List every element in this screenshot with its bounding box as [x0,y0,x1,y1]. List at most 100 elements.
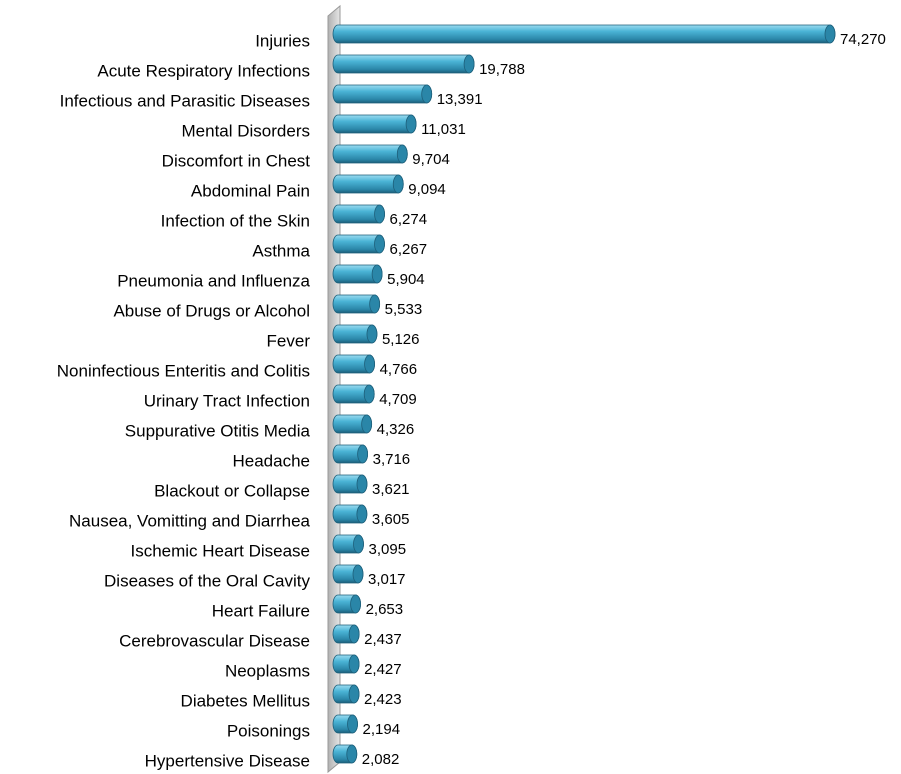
bar [332,714,358,734]
value-label: 2,437 [364,631,402,648]
category-label: Injuries [255,31,310,50]
bar-part [332,84,433,104]
category-label: Urinary Tract Infection [144,391,310,410]
bar [332,204,385,224]
bar [332,114,417,134]
bar-part [364,354,375,374]
bar-part [348,654,360,674]
category-label: Asthma [252,241,310,260]
bar-part [366,324,378,344]
bar-part [356,474,368,494]
value-label: 19,788 [479,61,525,78]
category-label: Infectious and Parasitic Diseases [60,91,310,110]
value-label: 5,126 [382,331,420,348]
bar [332,684,360,704]
category-label: Abuse of Drugs or Alcohol [113,301,310,320]
value-label: 6,267 [390,241,428,258]
bar [332,444,369,464]
category-label: Discomfort in Chest [162,151,311,170]
bar-part [374,204,385,224]
bar-part [371,264,383,284]
value-label: 4,766 [380,361,418,378]
bar [332,24,836,44]
category-label: Suppurative Otitis Media [125,421,311,440]
category-label: Nausea, Vomitting and Diarrhea [69,511,311,530]
value-label: 13,391 [437,91,483,108]
bar [332,264,383,284]
category-label: Pneumonia and Influenza [117,271,310,290]
bar-part [332,24,836,44]
bar-part [463,54,475,74]
category-label: Ischemic Heart Disease [130,541,310,560]
category-label: Diseases of the Oral Cavity [104,571,310,590]
bar [332,534,364,554]
value-label: 3,605 [372,511,410,528]
value-label: 2,423 [364,691,402,708]
bar-part [374,234,385,254]
bar [332,504,368,524]
value-label: 5,904 [387,271,425,288]
category-label: Cerebrovascular Disease [119,631,310,650]
value-label: 9,704 [412,151,450,168]
category-label: Fever [267,331,311,350]
bar [332,234,385,254]
value-label: 2,427 [364,661,402,678]
bar-part [421,84,433,104]
value-label: 74,270 [840,31,886,48]
bar [332,324,378,344]
category-label: Mental Disorders [182,121,311,140]
value-label: 2,653 [366,601,404,618]
bar-part [405,114,417,134]
bar [332,144,408,164]
value-label: 2,194 [363,721,401,738]
bar [332,354,375,374]
bar [332,564,364,584]
category-label: Neoplasms [225,661,310,680]
category-label: Diabetes Mellitus [181,691,310,710]
category-label: Hypertensive Disease [145,751,310,770]
value-label: 4,326 [377,421,415,438]
bar-part [346,744,358,764]
bar-part [369,294,381,314]
category-label: Infection of the Skin [161,211,310,230]
bar [332,54,475,74]
bar [332,744,358,764]
bar [332,174,404,194]
value-label: 5,533 [385,301,423,318]
bar [332,384,375,404]
bar-part [356,504,368,524]
category-label: Abdominal Pain [191,181,310,200]
bar-part [824,24,836,44]
bar-part [363,384,375,404]
value-label: 6,274 [390,211,428,228]
bar-part [332,174,404,194]
value-label: 9,094 [408,181,446,198]
bar-part [361,414,373,434]
bar [332,294,381,314]
category-label: Blackout or Collapse [154,481,310,500]
value-label: 2,082 [362,751,400,768]
bar [332,654,360,674]
value-label: 3,017 [368,571,406,588]
bar [332,624,360,644]
bar-part [350,594,361,614]
value-label: 11,031 [421,121,466,138]
bar-part [357,444,369,464]
bar-part [392,174,404,194]
value-label: 4,709 [379,391,417,408]
category-label: Headache [232,451,310,470]
bar-part [348,684,360,704]
bar-part [347,714,358,734]
bar-part [348,624,360,644]
value-label: 3,621 [372,481,410,498]
bar-part [332,144,408,164]
bar [332,594,361,614]
bar-part [332,114,417,134]
value-label: 3,095 [369,541,407,558]
bar [332,84,433,104]
bar-part [396,144,408,164]
category-label: Heart Failure [212,601,310,620]
value-label: 3,716 [373,451,411,468]
category-label: Poisonings [227,721,310,740]
